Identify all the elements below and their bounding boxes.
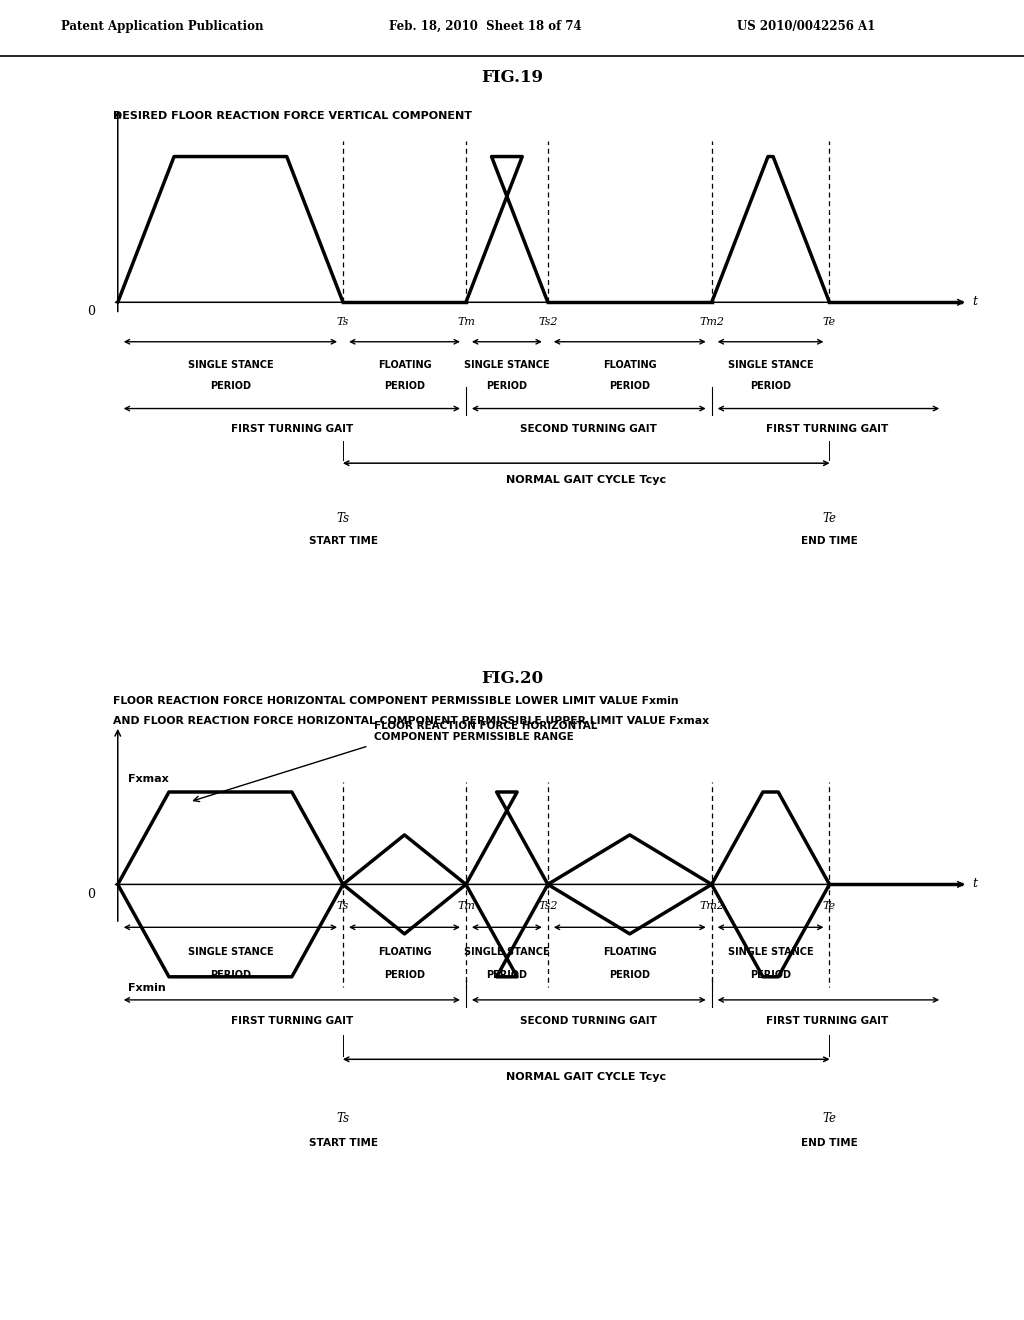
Text: PERIOD: PERIOD [750,970,792,981]
Text: Te: Te [822,1111,837,1125]
Text: Te: Te [823,318,836,327]
Text: PERIOD: PERIOD [609,970,650,981]
Text: Te: Te [822,512,837,525]
Text: PERIOD: PERIOD [486,970,527,981]
Text: SINGLE STANCE: SINGLE STANCE [728,360,813,370]
Text: Te: Te [823,900,836,911]
Text: US 2010/0042256 A1: US 2010/0042256 A1 [737,20,876,33]
Text: FLOATING: FLOATING [378,360,431,370]
Text: Ts: Ts [337,318,349,327]
Text: SECOND TURNING GAIT: SECOND TURNING GAIT [520,1016,657,1027]
Text: NORMAL GAIT CYCLE Tcyc: NORMAL GAIT CYCLE Tcyc [506,475,667,486]
Text: SINGLE STANCE: SINGLE STANCE [464,948,550,957]
Text: t: t [973,876,978,890]
Text: DESIRED FLOOR REACTION FORCE VERTICAL COMPONENT: DESIRED FLOOR REACTION FORCE VERTICAL CO… [113,111,472,121]
Text: Tm2: Tm2 [699,318,724,327]
Text: SINGLE STANCE: SINGLE STANCE [187,360,273,370]
Text: FLOOR REACTION FORCE HORIZONTAL COMPONENT PERMISSIBLE LOWER LIMIT VALUE Fxmin: FLOOR REACTION FORCE HORIZONTAL COMPONEN… [113,697,678,706]
Text: Ts2: Ts2 [538,318,558,327]
Text: Fxmin: Fxmin [128,983,166,994]
Text: SECOND TURNING GAIT: SECOND TURNING GAIT [520,424,657,434]
Text: FIRST TURNING GAIT: FIRST TURNING GAIT [766,1016,888,1027]
Text: PERIOD: PERIOD [384,970,425,981]
Text: t: t [973,294,978,308]
Text: FIRST TURNING GAIT: FIRST TURNING GAIT [766,424,888,434]
Text: END TIME: END TIME [801,1138,858,1148]
Text: Tm2: Tm2 [699,900,724,911]
Text: Fxmax: Fxmax [128,774,169,784]
Text: SINGLE STANCE: SINGLE STANCE [728,948,813,957]
Text: END TIME: END TIME [801,536,858,546]
Text: FLOATING: FLOATING [378,948,431,957]
Text: FLOATING: FLOATING [603,948,656,957]
Text: 0: 0 [87,305,95,318]
Text: PERIOD: PERIOD [609,381,650,391]
Text: PERIOD: PERIOD [384,381,425,391]
Text: PERIOD: PERIOD [210,381,251,391]
Text: PERIOD: PERIOD [750,381,792,391]
Text: Feb. 18, 2010  Sheet 18 of 74: Feb. 18, 2010 Sheet 18 of 74 [389,20,582,33]
Text: FIRST TURNING GAIT: FIRST TURNING GAIT [230,424,353,434]
Text: 0: 0 [87,887,95,900]
Text: Ts: Ts [337,512,349,525]
Text: Ts2: Ts2 [538,900,558,911]
Text: Ts: Ts [337,900,349,911]
Text: PERIOD: PERIOD [486,381,527,391]
Text: SINGLE STANCE: SINGLE STANCE [464,360,550,370]
Text: PERIOD: PERIOD [210,970,251,981]
Text: START TIME: START TIME [308,536,378,546]
Text: Patent Application Publication: Patent Application Publication [61,20,264,33]
Text: Ts: Ts [337,1111,349,1125]
Text: FIRST TURNING GAIT: FIRST TURNING GAIT [230,1016,353,1027]
Text: FIG.20: FIG.20 [481,671,543,686]
Text: Tm: Tm [457,900,475,911]
Text: SINGLE STANCE: SINGLE STANCE [187,948,273,957]
Text: Tm: Tm [457,318,475,327]
Text: FLOOR REACTION FORCE HORIZONTAL
COMPONENT PERMISSIBLE RANGE: FLOOR REACTION FORCE HORIZONTAL COMPONEN… [374,721,597,742]
Text: FIG.19: FIG.19 [481,69,543,86]
Text: NORMAL GAIT CYCLE Tcyc: NORMAL GAIT CYCLE Tcyc [506,1072,667,1082]
Text: FLOATING: FLOATING [603,360,656,370]
Text: START TIME: START TIME [308,1138,378,1148]
Text: AND FLOOR REACTION FORCE HORIZONTAL COMPONENT PERMISSIBLE UPPER LIMIT VALUE Fxma: AND FLOOR REACTION FORCE HORIZONTAL COMP… [113,715,709,726]
